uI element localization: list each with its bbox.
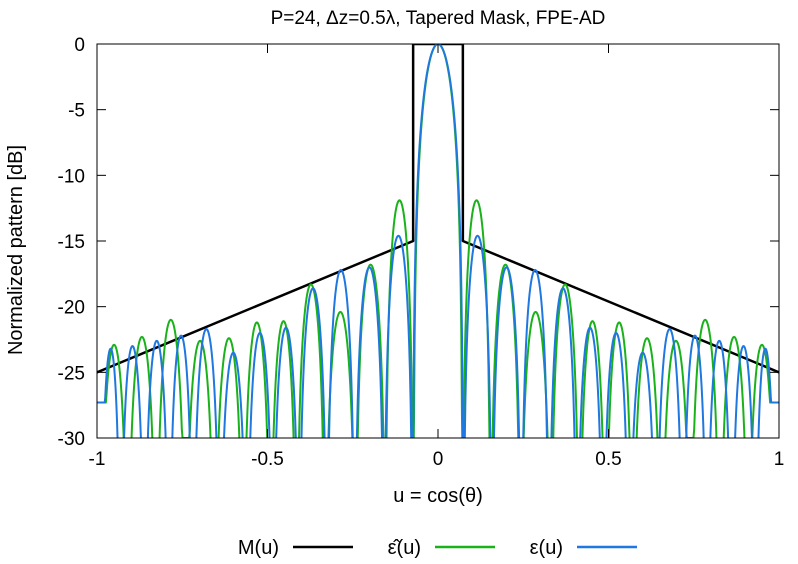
chart-title: P=24, Δz=0.5λ, Tapered Mask, FPE-AD [271, 8, 606, 29]
series-line-eps-hat [97, 44, 779, 438]
series-line-mask [97, 44, 779, 374]
y-tick-label: -10 [58, 166, 85, 187]
legend-label-mask: M(u) [238, 537, 279, 559]
x-tick-label: 0.5 [595, 449, 621, 470]
axis-ticks: -1 -0.5 0 0.5 1 0 -5 -10 -15 -20 -25 -30 [58, 35, 785, 470]
y-tick-label: -30 [58, 429, 85, 450]
plot-area [97, 44, 779, 438]
legend-label-hat: ε̂(u) [388, 537, 421, 559]
legend: M(u) ε̂(u) ε(u) [238, 537, 637, 559]
legend-label-eps: ε(u) [530, 537, 563, 559]
y-tick-label: -25 [58, 363, 85, 384]
y-tick-label: -5 [68, 101, 85, 122]
series-line-eps [97, 44, 779, 438]
x-tick-label: 0 [433, 449, 444, 470]
x-tick-label: -1 [89, 449, 106, 470]
plot-frame [96, 43, 780, 439]
y-tick-label: -20 [58, 298, 85, 319]
y-tick-label: -15 [58, 232, 85, 253]
x-axis-label: u = cos(θ) [393, 485, 482, 507]
y-axis-label: Normalized pattern [dB] [5, 145, 27, 355]
x-tick-label: -0.5 [251, 449, 284, 470]
y-tick-label: 0 [74, 35, 85, 56]
x-tick-label: 1 [774, 449, 785, 470]
